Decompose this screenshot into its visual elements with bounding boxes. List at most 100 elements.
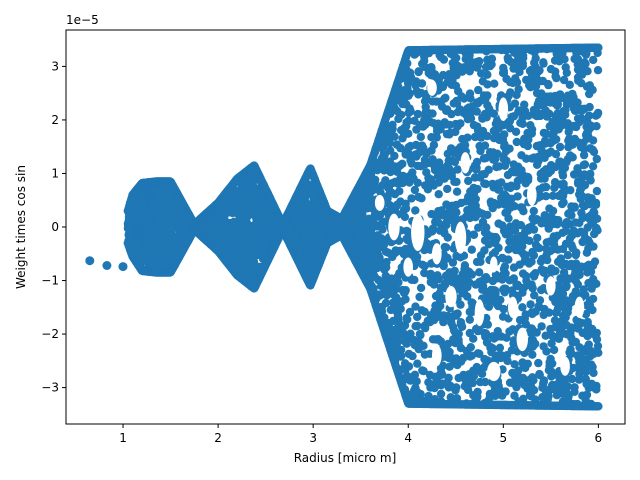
data-point [414,90,423,99]
data-point [427,209,436,219]
data-point [424,378,433,387]
data-point [518,119,527,128]
data-point [450,64,459,74]
data-point [542,347,551,356]
data-point [393,107,402,116]
data-point [394,114,403,124]
data-point [584,111,594,120]
data-point [401,204,411,213]
data-point [550,381,560,390]
data-point [541,331,550,340]
data-point [405,307,415,317]
data-point [449,326,459,335]
data-point [473,387,482,397]
data-point [573,179,583,188]
data-point [155,230,164,239]
data-point [465,315,474,324]
data-point [565,134,574,143]
data-point [551,72,560,81]
data-point [393,200,402,209]
data-point [549,345,559,355]
data-point [533,233,542,243]
data-point [523,172,532,182]
data-point [579,229,589,238]
data-point [490,79,499,88]
data-point [414,148,423,158]
data-point [508,226,518,235]
data-point [538,392,547,402]
data-point [531,339,540,349]
data-point [547,161,556,170]
data-point [411,81,420,90]
data-point [159,220,168,229]
data-point [363,197,373,206]
data-point [531,240,541,250]
data-point [551,266,560,276]
data-point [155,190,164,200]
data-point [393,179,403,188]
data-point [530,216,539,225]
data-point [488,276,498,286]
data-point [569,104,579,113]
data-point [480,109,490,119]
data-point [588,294,598,304]
data-point [489,109,499,118]
data-point [573,351,583,360]
data-point [538,183,548,192]
data-point [475,277,484,287]
data-point [525,66,535,76]
data-point [420,261,429,271]
data-point [467,245,476,254]
data-point [437,102,447,111]
data-point [546,64,556,74]
data-point [471,194,480,204]
data-point [213,231,223,240]
data-point [534,358,543,368]
data-point [552,391,562,400]
data-point [407,194,416,203]
data-point [571,218,580,227]
data-point [529,206,538,216]
data-point [411,302,420,311]
data-point [545,358,554,367]
data-point [497,194,506,204]
data-point [546,92,555,101]
data-point [526,382,536,391]
data-point [475,57,484,66]
data-point [562,218,571,227]
data-point [435,289,444,298]
data-point [494,162,504,171]
data-point [581,310,591,319]
data-point [443,277,453,286]
data-point [300,234,310,244]
data-point [539,128,549,138]
data-point [514,106,524,115]
data-point [510,164,520,174]
data-point [393,272,402,282]
data-point [480,363,489,372]
data-point [557,276,566,285]
data-point [585,102,594,112]
data-point [401,149,411,159]
data-point [442,220,451,230]
data-point [498,312,508,321]
data-point [392,298,401,307]
data-point [588,145,597,155]
data-point [453,122,462,131]
data-point [584,362,594,371]
data-point [553,231,562,240]
data-point [443,184,452,194]
data-point [571,266,580,275]
data-point [415,329,425,339]
data-point [164,236,173,245]
data-point [450,310,460,319]
data-point [410,185,420,195]
data-point [507,346,516,355]
data-point [516,221,526,230]
data-point [544,80,553,90]
data-point [537,265,546,274]
data-point [412,377,421,386]
data-point [498,221,507,230]
data-point [382,257,391,267]
data-point [433,171,443,181]
